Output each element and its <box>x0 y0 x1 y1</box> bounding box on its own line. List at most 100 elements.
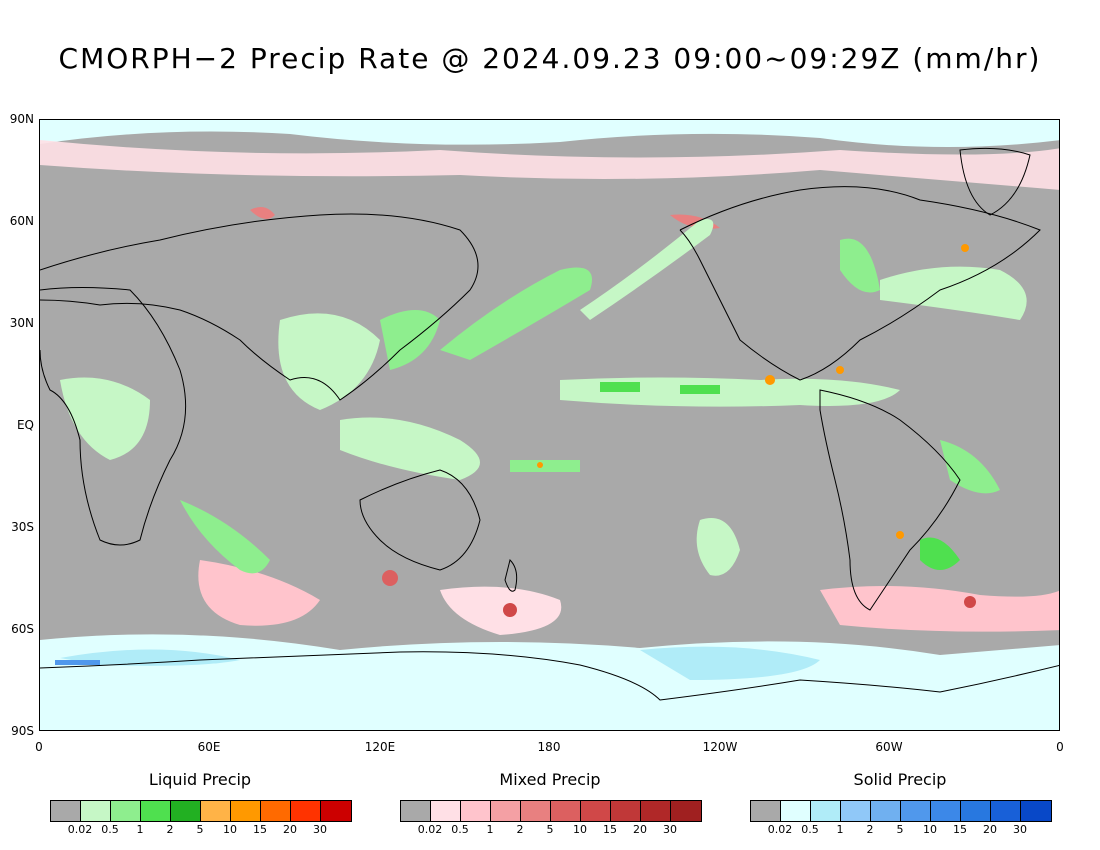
legend-swatch <box>521 801 551 821</box>
south-atlantic-front <box>920 537 960 570</box>
legend-tick-label: 0.02 <box>417 823 443 836</box>
maritime-continent-precip <box>340 417 480 480</box>
new-zealand-coast <box>504 559 518 592</box>
legend-mixed-labels: 0.02 0.5 1 2 5 10 15 20 30 <box>400 823 700 837</box>
legend-swatch <box>461 801 491 821</box>
lon-label-60w: 60W <box>875 740 903 754</box>
legend-swatch <box>51 801 81 821</box>
liquid-cell-3 <box>537 462 543 468</box>
south-asia-precip <box>278 313 380 410</box>
north-america-coast <box>679 186 1041 381</box>
legend-tick-label: 15 <box>603 823 617 836</box>
legend-swatch <box>871 801 901 821</box>
greenland-coast <box>959 147 1031 216</box>
legend-tick-label: 1 <box>836 823 844 836</box>
legend-tick-label: 30 <box>313 823 327 836</box>
legend-mixed-swatches <box>400 800 702 822</box>
legend-tick-label: 2 <box>866 823 874 836</box>
legend-tick-label: 0.02 <box>67 823 93 836</box>
liquid-cell-4 <box>961 244 969 252</box>
legend-swatch <box>231 801 261 821</box>
liquid-cell-1 <box>765 375 775 385</box>
legend-tick-label: 5 <box>546 823 554 836</box>
legend-tick-label: 5 <box>896 823 904 836</box>
gulf-of-alaska-band <box>580 219 714 320</box>
australia-coast <box>359 469 481 571</box>
lat-label-90s: 90S <box>11 724 34 738</box>
solid-heavy-band <box>55 660 100 665</box>
legend-tick-label: 15 <box>953 823 967 836</box>
mixed-cell-1 <box>382 570 398 586</box>
legend-liquid-swatches <box>50 800 352 822</box>
south-atlantic-mixed <box>820 586 1059 632</box>
legend-swatch <box>841 801 871 821</box>
itcz-band <box>560 377 900 407</box>
legend-swatch <box>611 801 641 821</box>
legend-swatch <box>261 801 291 821</box>
legend-swatch <box>111 801 141 821</box>
legend-tick-label: 10 <box>223 823 237 836</box>
south-indian-front <box>180 500 270 574</box>
legend-swatch <box>781 801 811 821</box>
legend-tick-label: 0.5 <box>101 823 119 836</box>
legend-tick-label: 0.5 <box>451 823 469 836</box>
itcz-core-2 <box>680 385 720 394</box>
legend-swatch <box>291 801 321 821</box>
precip-map-svg <box>40 120 1059 730</box>
legend-swatch <box>431 801 461 821</box>
mixed-cell-2 <box>503 603 517 617</box>
lat-label-30n: 30N <box>9 316 34 330</box>
legend-tick-label: 2 <box>166 823 174 836</box>
legend-swatch <box>401 801 431 821</box>
legend-tick-label: 10 <box>923 823 937 836</box>
lon-label-0-end: 0 <box>1056 740 1064 754</box>
legend-liquid-labels: 0.02 0.5 1 2 5 10 15 20 30 <box>50 823 350 837</box>
south-america-front <box>940 440 1000 494</box>
legend-mixed-title: Mixed Precip <box>499 770 601 789</box>
snow-patch-1 <box>640 646 820 680</box>
legend-tick-label: 0.5 <box>801 823 819 836</box>
legend-tick-label: 15 <box>253 823 267 836</box>
legend-tick-label: 20 <box>633 823 647 836</box>
eurasia-coast <box>40 213 479 401</box>
legend-solid-labels: 0.02 0.5 1 2 5 10 15 20 30 <box>750 823 1050 837</box>
legend-swatch <box>551 801 581 821</box>
lon-label-120e: 120E <box>364 740 396 754</box>
lat-label-30s: 30S <box>11 520 34 534</box>
legend-swatch <box>201 801 231 821</box>
legend-swatch <box>581 801 611 821</box>
south-indian-mixed <box>198 560 320 626</box>
legend-swatch <box>751 801 781 821</box>
legend-tick-label: 5 <box>196 823 204 836</box>
legend-solid-swatches <box>750 800 1052 822</box>
lon-label-60e: 60E <box>197 740 221 754</box>
legend-swatch <box>991 801 1021 821</box>
lat-label-60s: 60S <box>11 622 34 636</box>
legend-tick-label: 10 <box>573 823 587 836</box>
legend-swatch <box>491 801 521 821</box>
north-america-precip <box>840 238 880 293</box>
lat-label-90n: 90N <box>9 112 34 126</box>
itcz-core-1 <box>600 382 640 392</box>
legend-tick-label: 20 <box>983 823 997 836</box>
lat-label-60n: 60N <box>9 214 34 228</box>
lon-label-120w: 120W <box>702 740 738 754</box>
legend-tick-label: 2 <box>516 823 524 836</box>
legend-tick-label: 0.02 <box>767 823 793 836</box>
legend-tick-label: 30 <box>663 823 677 836</box>
legend-swatch <box>931 801 961 821</box>
legend-swatch <box>141 801 171 821</box>
legend-swatch <box>1021 801 1051 821</box>
legend-swatch <box>641 801 671 821</box>
north-pacific-front <box>440 267 592 360</box>
coastlines <box>40 147 1041 611</box>
liquid-cell-5 <box>896 531 904 539</box>
southern-ocean-snow-band <box>60 649 240 666</box>
legend-tick-label: 1 <box>486 823 494 836</box>
legend-swatch <box>961 801 991 821</box>
liquid-cell-2 <box>836 366 844 374</box>
legend-tick-label: 1 <box>136 823 144 836</box>
legend-swatch <box>901 801 931 821</box>
arctic-mixed-band <box>40 140 1059 190</box>
legend-solid-title: Solid Precip <box>853 770 947 789</box>
